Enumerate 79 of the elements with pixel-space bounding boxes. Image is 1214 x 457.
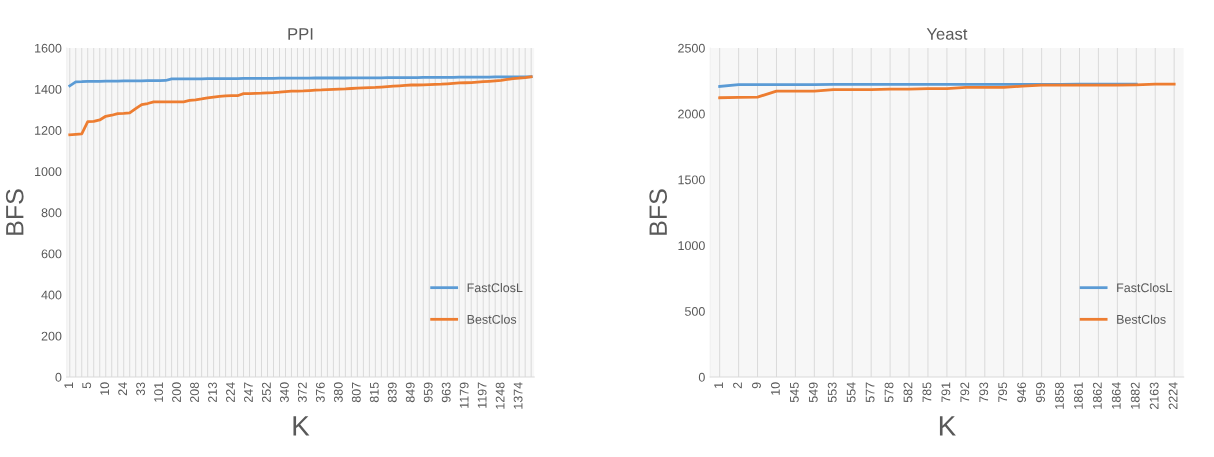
x-tick-label: 795	[998, 382, 1008, 403]
x-tick-label: 340	[279, 382, 289, 403]
x-tick-label: 376	[315, 382, 325, 403]
x-tick-label: 9	[752, 382, 761, 389]
x-tick-label: 33	[136, 382, 146, 396]
y-tick-label: 1400	[35, 84, 62, 94]
y-tick-label: 1500	[678, 175, 705, 185]
x-axis-title: K	[939, 416, 956, 436]
x-tick-label: 10	[770, 382, 780, 395]
y-tick-label: 800	[41, 208, 62, 218]
x-tick-label: 946	[1017, 382, 1027, 403]
y-tick-label: 0	[698, 372, 705, 382]
x-tick-label: 213	[208, 382, 217, 403]
x-tick-label: 1248	[495, 382, 505, 409]
y-tick-label: 1000	[678, 241, 705, 251]
x-tick-label: 553	[827, 382, 837, 403]
x-tick-label: 1374	[513, 382, 523, 409]
x-tick-label: 224	[226, 382, 235, 403]
y-tick-label: 400	[41, 290, 62, 300]
x-tick-label: 1864	[1111, 382, 1121, 409]
x-tick-label: 577	[865, 382, 875, 403]
y-tick-label: 2500	[678, 43, 705, 53]
y-tick-label: 600	[41, 249, 62, 259]
y-axis-title: BFS	[649, 189, 668, 235]
x-tick-label: 963	[441, 382, 451, 403]
y-tick-label: 500	[684, 307, 705, 316]
x-tick-label: 200	[172, 382, 181, 403]
x-tick-label: 1862	[1092, 382, 1102, 409]
x-tick-label: 2163	[1149, 382, 1159, 410]
y-tick-label: 1600	[35, 43, 62, 53]
x-tick-label: 849	[405, 382, 415, 403]
chart-title: Yeast	[926, 28, 968, 40]
y-tick-label: 200	[41, 331, 62, 341]
x-tick-label: 545	[790, 382, 799, 403]
legend-label: BestClos	[1117, 314, 1166, 324]
y-tick-label: 2000	[678, 109, 705, 119]
x-axis-title: K	[293, 416, 310, 436]
y-axis-title: BFS	[5, 189, 24, 235]
line-series	[718, 82, 1176, 100]
x-tick-label: 554	[846, 382, 856, 403]
line-series	[68, 75, 533, 137]
x-tick-label: 792	[960, 382, 970, 403]
x-tick-label: 839	[387, 382, 397, 403]
x-tick-label: 791	[941, 382, 951, 403]
x-tick-label: 208	[190, 382, 199, 403]
x-tick-label: 1197	[477, 382, 487, 408]
legend-label: FastClosL	[467, 282, 523, 293]
x-tick-label: 252	[262, 382, 271, 403]
x-tick-label: 1	[714, 382, 723, 388]
legend-label: FastClosL	[1117, 282, 1172, 293]
x-tick-label: 959	[423, 382, 433, 403]
x-tick-label: 2	[733, 382, 742, 389]
x-tick-label: 5	[82, 382, 92, 389]
x-tick-label: 1179	[459, 382, 469, 408]
y-tick-label: 0	[55, 372, 62, 382]
x-tick-label: 807	[351, 382, 361, 403]
x-tick-label: 578	[884, 382, 894, 403]
x-tick-label: 372	[297, 382, 307, 403]
x-tick-label: 10	[100, 382, 110, 395]
x-tick-label: 959	[1036, 382, 1045, 403]
x-tick-label: 247	[244, 382, 253, 403]
x-tick-label: 1882	[1130, 382, 1140, 409]
x-tick-label: 549	[808, 382, 818, 403]
x-tick-label: 1858	[1055, 382, 1064, 409]
x-tick-label: 582	[903, 382, 913, 403]
x-tick-label: 1861	[1073, 382, 1083, 409]
x-tick-label: 1	[64, 382, 73, 388]
x-tick-label: 380	[333, 382, 343, 403]
legend-label: BestClos	[467, 314, 517, 324]
x-tick-label: 2224	[1168, 382, 1178, 410]
y-tick-label: 1000	[35, 167, 62, 177]
x-tick-label: 785	[922, 382, 932, 403]
line-series	[68, 75, 533, 88]
x-tick-label: 793	[979, 382, 989, 403]
x-tick-label: 24	[118, 382, 127, 396]
x-tick-label: 101	[154, 382, 163, 402]
chart-title: PPI	[288, 28, 313, 40]
y-tick-label: 1200	[35, 126, 62, 135]
x-tick-label: 815	[369, 382, 379, 403]
